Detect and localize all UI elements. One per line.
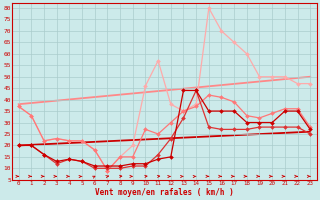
X-axis label: Vent moyen/en rafales ( km/h ): Vent moyen/en rafales ( km/h ) [95, 188, 234, 197]
